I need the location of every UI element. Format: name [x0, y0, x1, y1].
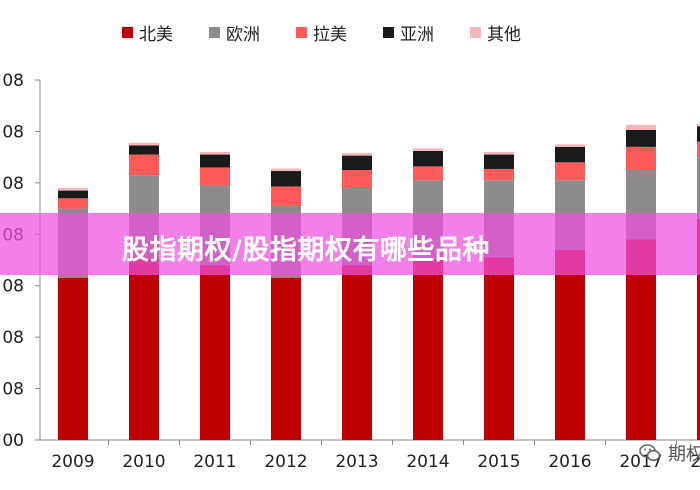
legend-swatch: [296, 27, 307, 38]
y-tick-label: 08: [2, 122, 24, 142]
legend: 北美 欧洲 拉美 亚洲 其他: [122, 20, 557, 45]
legend-item-north-america: 北美: [122, 20, 173, 45]
x-tick-label: 2011: [193, 452, 236, 472]
bar-segment: [697, 123, 700, 127]
x-tick-label: 2009: [51, 452, 94, 472]
x-tick-label: 2013: [335, 452, 378, 472]
bar-segment: [129, 257, 159, 440]
legend-label: 拉美: [313, 25, 347, 45]
bar-segment: [129, 145, 159, 155]
x-tick-label: 2015: [477, 452, 520, 472]
x-tick-label: 2016: [548, 452, 591, 472]
bar-segment: [484, 168, 514, 181]
bar-segment: [484, 257, 514, 440]
y-tick-label: 08: [2, 71, 24, 91]
bar-segment: [58, 188, 88, 191]
bar-segment: [342, 265, 372, 440]
bar-segment: [58, 190, 88, 199]
bar-segment: [271, 168, 301, 172]
legend-swatch: [470, 27, 481, 38]
bar-segment: [342, 153, 372, 156]
bar-segment: [342, 170, 372, 188]
bar-segment: [129, 142, 159, 146]
bar-segment: [555, 249, 585, 440]
legend-label: 其他: [487, 25, 521, 45]
title-banner: [0, 213, 700, 275]
y-tick-label: 08: [2, 380, 24, 400]
bar-segment: [200, 167, 230, 186]
bar-segment: [271, 171, 301, 187]
legend-item-asia: 亚洲: [383, 20, 434, 45]
legend-item-europe: 欧洲: [209, 20, 260, 45]
bar-segment: [697, 218, 700, 440]
bar-segment: [555, 144, 585, 147]
x-tick-label: 2014: [406, 452, 449, 472]
x-tick-label: 2010: [122, 452, 165, 472]
y-tick-label: 00: [2, 431, 24, 451]
legend-item-latin-america: 拉美: [296, 20, 347, 45]
legend-swatch: [383, 27, 394, 38]
y-tick-label: 08: [2, 174, 24, 194]
bar-segment: [413, 150, 443, 167]
bar-segment: [200, 265, 230, 440]
bar-segment: [413, 148, 443, 151]
bar-segment: [484, 152, 514, 155]
bar-segment: [697, 141, 700, 158]
bar-segment: [697, 157, 700, 219]
bar-segment: [413, 260, 443, 440]
legend-swatch: [122, 27, 133, 38]
bar-segment: [626, 129, 656, 147]
watermark-text: 期权: [668, 444, 700, 465]
bar-segment: [58, 198, 88, 209]
bar-segment: [200, 154, 230, 168]
legend-label: 欧洲: [226, 25, 260, 45]
x-tick-label: 2012: [264, 452, 307, 472]
bar-segment: [342, 155, 372, 170]
bar-segment: [129, 154, 159, 176]
bar-segment: [484, 154, 514, 169]
bar-segment: [58, 278, 88, 440]
wechat-icon: [639, 444, 661, 462]
bar-segment: [271, 278, 301, 440]
watermark: 期权: [638, 440, 700, 466]
banner-title: 股指期权/股指期权有哪些品种: [122, 235, 490, 266]
bar-segment: [413, 166, 443, 181]
x-tick-label: 2018: [690, 452, 700, 472]
bar-segment: [697, 126, 700, 142]
bar-segment: [626, 124, 656, 130]
legend-swatch: [209, 27, 220, 38]
legend-label: 亚洲: [400, 25, 434, 45]
bar-segment: [200, 152, 230, 155]
legend-item-other: 其他: [470, 20, 521, 45]
bar-segment: [271, 186, 301, 206]
bar-segment: [626, 146, 656, 170]
y-tick-label: 08: [2, 328, 24, 348]
legend-label: 北美: [139, 25, 173, 45]
bar-segment: [555, 162, 585, 181]
bar-segment: [555, 146, 585, 163]
y-tick-label: 08: [2, 277, 24, 297]
